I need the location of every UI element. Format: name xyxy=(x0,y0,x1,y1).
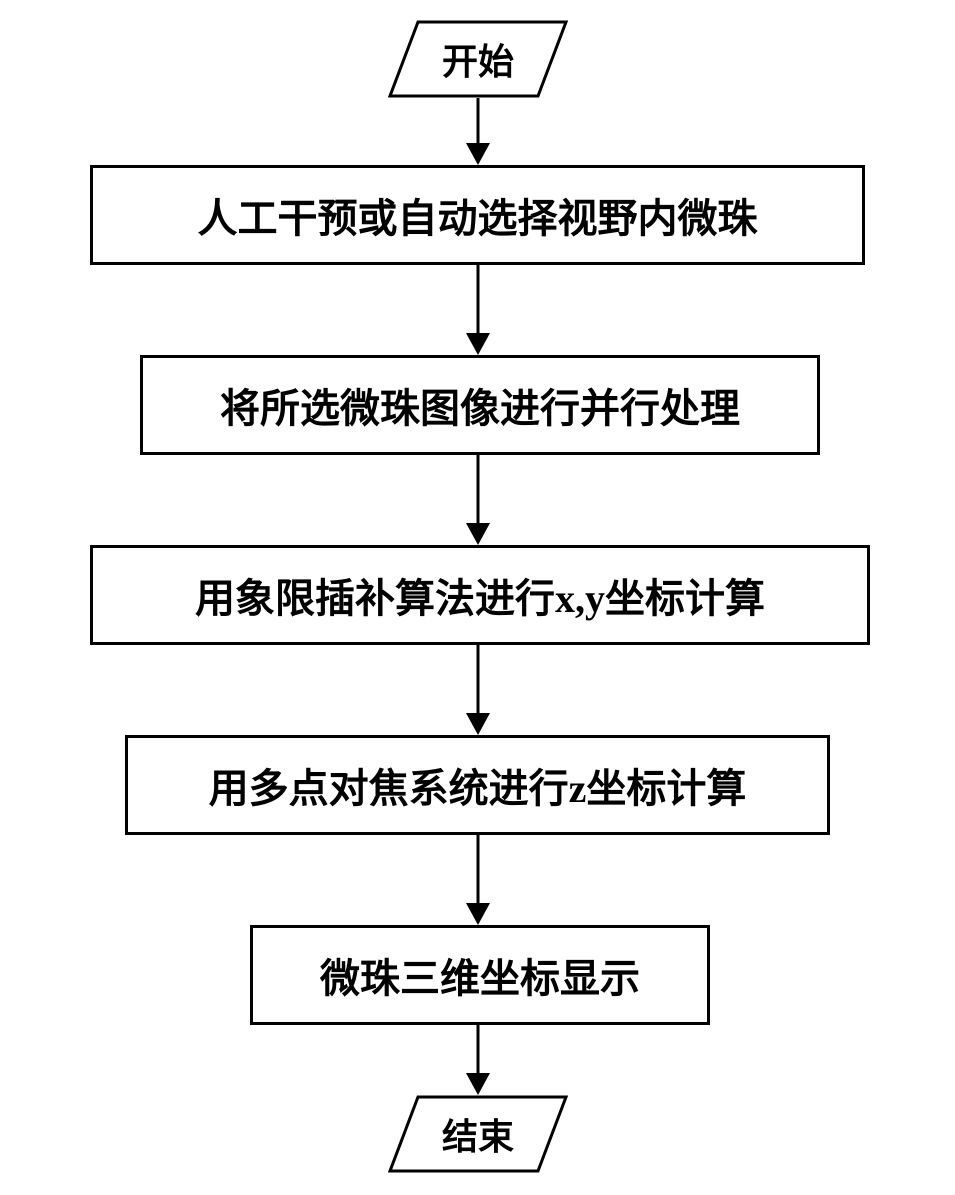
arrow-1 xyxy=(466,265,490,355)
step5-node: 微珠三维坐标显示 xyxy=(250,925,710,1025)
step3-label: 用象限插补算法进行x,y坐标计算 xyxy=(195,566,765,624)
step2-label: 将所选微珠图像进行并行处理 xyxy=(220,376,740,434)
step2-node: 将所选微珠图像进行并行处理 xyxy=(140,355,820,455)
arrow-3 xyxy=(466,645,490,735)
arrow-2 xyxy=(466,455,490,545)
step1-node: 人工干预或自动选择视野内微珠 xyxy=(90,165,865,265)
start-node: 开始 xyxy=(388,20,568,98)
end-label: 结束 xyxy=(388,1095,568,1173)
step4-label: 用多点对焦系统进行z坐标计算 xyxy=(209,756,747,814)
arrow-5 xyxy=(466,1025,490,1095)
flowchart-container: 开始 人工干预或自动选择视野内微珠 将所选微珠图像进行并行处理 用象限插补算法进… xyxy=(0,0,955,1195)
step5-label: 微珠三维坐标显示 xyxy=(320,946,640,1004)
step4-node: 用多点对焦系统进行z坐标计算 xyxy=(125,735,830,835)
arrow-4 xyxy=(466,835,490,925)
start-label: 开始 xyxy=(388,20,568,98)
arrow-0 xyxy=(466,98,490,165)
step3-node: 用象限插补算法进行x,y坐标计算 xyxy=(90,545,870,645)
step1-label: 人工干预或自动选择视野内微珠 xyxy=(198,186,758,244)
end-node: 结束 xyxy=(388,1095,568,1173)
